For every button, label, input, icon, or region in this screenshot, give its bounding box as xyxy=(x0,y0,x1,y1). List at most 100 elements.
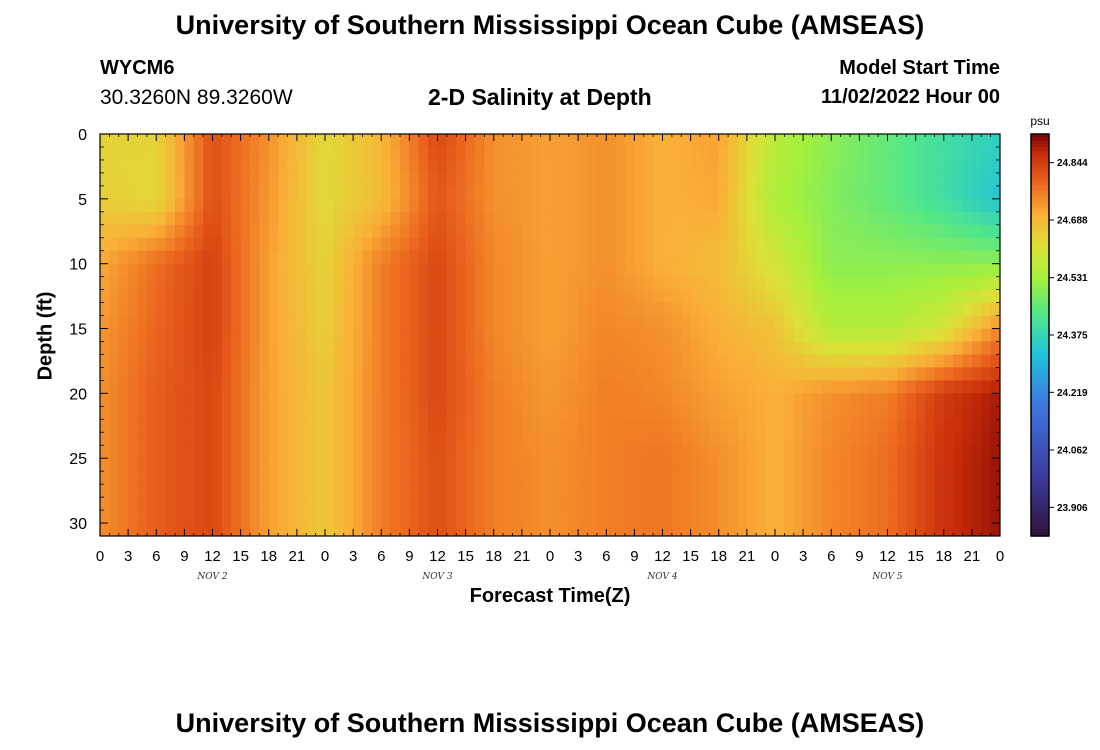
heatmap-cell xyxy=(671,497,682,511)
heatmap-cell xyxy=(484,159,495,174)
heatmap-cell xyxy=(896,419,907,433)
heatmap-cell xyxy=(906,523,917,536)
heatmap-cell xyxy=(953,471,964,485)
heatmap-cell xyxy=(475,276,485,291)
heatmap-cell xyxy=(315,328,326,343)
heatmap-cell xyxy=(137,341,148,356)
heatmap-cell xyxy=(578,510,589,524)
heatmap-cell xyxy=(193,237,204,252)
heatmap-cell xyxy=(118,237,129,252)
heatmap-cell xyxy=(212,510,223,524)
heatmap-cell xyxy=(568,367,579,381)
heatmap-cell xyxy=(962,341,973,356)
heatmap-cell xyxy=(634,354,645,369)
heatmap-cell xyxy=(596,497,607,511)
heatmap-cell xyxy=(859,198,870,213)
heatmap-cell xyxy=(446,263,457,278)
heatmap-cell xyxy=(653,276,664,291)
heatmap-cell xyxy=(934,328,945,343)
heatmap-cell xyxy=(962,471,973,485)
heatmap-cell xyxy=(981,406,992,420)
heatmap-cell xyxy=(362,159,373,174)
heatmap-cell xyxy=(840,185,851,200)
heatmap-cell xyxy=(165,380,176,394)
heatmap-cell xyxy=(212,159,223,174)
heatmap-cell xyxy=(503,406,514,420)
heatmap-cell xyxy=(681,458,692,472)
heatmap-cell xyxy=(203,146,214,161)
heatmap-cell xyxy=(906,263,917,278)
heatmap-cell xyxy=(184,134,195,148)
heatmap-cell xyxy=(212,224,223,239)
heatmap-cell xyxy=(184,354,195,369)
heatmap-cell xyxy=(793,315,804,330)
heatmap-cell xyxy=(840,393,851,407)
heatmap-cell xyxy=(653,432,664,446)
heatmap-cell xyxy=(568,159,579,174)
heatmap-cell xyxy=(859,458,870,472)
heatmap-cell xyxy=(887,198,898,213)
heatmap-cell xyxy=(325,237,335,252)
heatmap-cell xyxy=(184,250,195,265)
heatmap-cell xyxy=(221,484,232,498)
heatmap-cell xyxy=(353,510,364,524)
heatmap-cell xyxy=(437,367,448,381)
heatmap-cell xyxy=(400,419,410,433)
heatmap-cell xyxy=(784,198,795,213)
heatmap-cell xyxy=(990,523,1000,536)
heatmap-cell xyxy=(971,510,982,524)
heatmap-cell xyxy=(690,406,701,420)
heatmap-cell xyxy=(803,432,814,446)
heatmap-cell xyxy=(493,289,504,304)
heatmap-cell xyxy=(887,134,898,148)
heatmap-cell xyxy=(362,237,373,252)
heatmap-cell xyxy=(465,341,476,356)
heatmap-cell xyxy=(690,146,701,161)
heatmap-cell xyxy=(681,471,692,485)
heatmap-cell xyxy=(353,172,364,187)
heatmap-cell xyxy=(690,134,701,148)
heatmap-cell xyxy=(550,146,560,161)
heatmap-cell xyxy=(653,445,664,459)
x-tick-label: 15 xyxy=(682,548,699,565)
heatmap-cell xyxy=(962,497,973,511)
heatmap-cell xyxy=(709,172,720,187)
heatmap-cell xyxy=(418,185,429,200)
heatmap-cell xyxy=(268,471,279,485)
heatmap-cell xyxy=(671,458,682,472)
heatmap-cell xyxy=(278,263,289,278)
heatmap-cell xyxy=(250,146,260,161)
heatmap-cell xyxy=(484,172,495,187)
heatmap-cell xyxy=(568,263,579,278)
heatmap-cell xyxy=(484,419,495,433)
colorbar-segment xyxy=(1031,144,1049,148)
colorbar-segment xyxy=(1031,479,1049,483)
heatmap-cell xyxy=(484,289,495,304)
heatmap-cell xyxy=(971,198,982,213)
heatmap-cell xyxy=(700,367,710,381)
heatmap-cell xyxy=(700,146,710,161)
heatmap-cell xyxy=(606,315,617,330)
heatmap-cell xyxy=(793,328,804,343)
heatmap-cell xyxy=(746,289,757,304)
heatmap-cell xyxy=(962,302,973,317)
heatmap-cell xyxy=(925,328,935,343)
heatmap-cell xyxy=(362,341,373,356)
heatmap-cell xyxy=(240,263,251,278)
heatmap-cell xyxy=(746,406,757,420)
heatmap-cell xyxy=(831,159,842,174)
heatmap-cell xyxy=(784,263,795,278)
heatmap-cell xyxy=(653,354,664,369)
heatmap-cell xyxy=(812,198,823,213)
heatmap-cell xyxy=(315,354,326,369)
heatmap-cell xyxy=(981,134,992,148)
heatmap-cell xyxy=(915,134,926,148)
heatmap-cell xyxy=(840,159,851,174)
y-tick-label: 5 xyxy=(78,192,87,209)
heatmap-cell xyxy=(765,276,776,291)
heatmap-cell xyxy=(353,159,364,174)
heatmap-cell xyxy=(503,458,514,472)
heatmap-cell xyxy=(868,302,879,317)
heatmap-cell xyxy=(718,445,729,459)
heatmap-cell xyxy=(165,315,176,330)
